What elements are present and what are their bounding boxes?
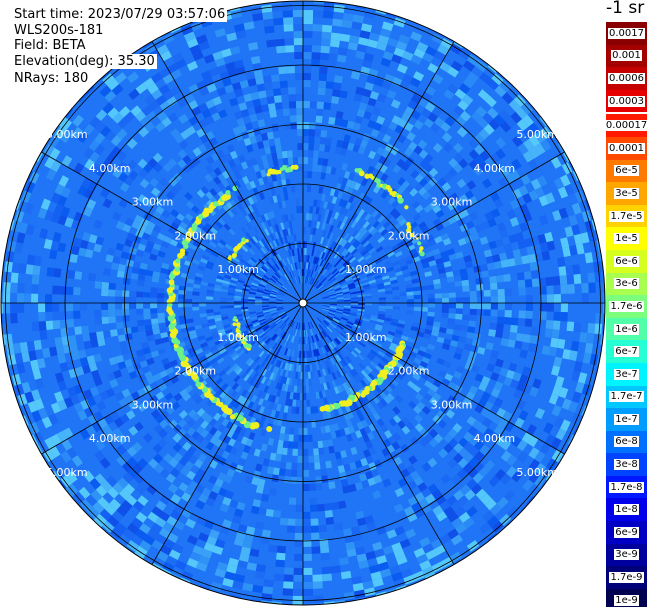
- colorbar-swatch: 1e-7: [606, 408, 647, 431]
- range-label: 3.00km: [132, 196, 174, 209]
- colorbar-tick-label: 1e-8: [614, 504, 639, 516]
- range-label: 5.00km: [516, 466, 558, 479]
- range-label: 5.00km: [516, 128, 558, 141]
- range-label: 2.00km: [388, 229, 430, 242]
- colorbar-swatch: 3e-7: [606, 362, 647, 386]
- colorbar-tick-label: 6e-8: [614, 436, 639, 448]
- colorbar-swatch: 1.7e-8: [606, 475, 647, 499]
- colorbar-swatch: 1e-9: [606, 588, 647, 607]
- colorbar-swatch: 0.0006: [606, 67, 647, 90]
- colorbar-tick-label: 1.7e-9: [609, 572, 644, 584]
- range-label: 1.00km: [217, 263, 259, 276]
- colorbar-tick-label: 1e-7: [614, 413, 639, 425]
- colorbar-swatch: 0.0001: [606, 136, 647, 160]
- colorbar-swatch: 1.7e-9: [606, 566, 647, 589]
- colorbar-tick-label: 1e-5: [614, 233, 639, 245]
- colorbar-swatch: 6e-5: [606, 159, 647, 183]
- elevation-label: Elevation(deg): 35.30: [12, 54, 157, 69]
- field-label: Field: BETA: [12, 38, 88, 53]
- colorbar-tick-label: 1e-6: [614, 323, 639, 335]
- colorbar-swatch: 1e-6: [606, 317, 647, 341]
- range-label: 1.00km: [345, 331, 387, 344]
- colorbar-tick-label: 0.00017: [604, 120, 647, 132]
- colorbar-swatch: 1.7e-5: [606, 204, 647, 228]
- colorbar-swatch: 6e-9: [606, 521, 647, 544]
- nrays-label: NRays: 180: [12, 71, 91, 86]
- colorbar-tick-label: 3e-6: [614, 278, 639, 290]
- colorbar-tick-label: 0.0006: [608, 72, 645, 84]
- range-label: 5.00km: [46, 466, 88, 479]
- colorbar-swatch: 1e-5: [606, 227, 647, 250]
- colorbar-swatch: 1e-8: [606, 498, 647, 522]
- range-label: 2.00km: [388, 365, 430, 378]
- range-label: 4.00km: [89, 162, 131, 175]
- range-label: 3.00km: [132, 398, 174, 411]
- instrument-label: WLS200s-181: [12, 23, 106, 38]
- colorbar-tick-label: 3e-8: [614, 459, 639, 471]
- colorbar-tick-label: 3e-9: [614, 549, 639, 561]
- colorbar-swatch: 1.7e-7: [606, 385, 647, 409]
- colorbar-tick-label: 0.0017: [608, 27, 645, 39]
- colorbar-tick-label: 6e-7: [614, 346, 639, 358]
- colorbar-tick-label: 3e-5: [614, 187, 639, 199]
- colorbar-tick-label: 1.7e-6: [609, 300, 644, 312]
- colorbar-swatch: 0.00017: [604, 114, 647, 137]
- aerosol-layer: [166, 164, 425, 432]
- colorbar-unit-label: -1 sr: [606, 0, 645, 18]
- colorbar-tick-label: 1.7e-5: [609, 210, 644, 222]
- range-label: 4.00km: [474, 162, 516, 175]
- range-label: 5.00km: [46, 128, 88, 141]
- colorbar-tick-label: 6e-6: [614, 255, 639, 267]
- range-label: 2.00km: [175, 365, 217, 378]
- colorbar-swatch: 3e-9: [606, 543, 647, 567]
- colorbar-tick-label: 6e-9: [614, 526, 639, 538]
- colorbar-swatch: 3e-8: [606, 453, 647, 476]
- colorbar-tick-label: 0.0001: [608, 142, 645, 154]
- colorbar-swatch: 3e-6: [606, 272, 647, 296]
- colorbar-tick-label: 3e-7: [614, 368, 639, 380]
- colorbar-swatch: 6e-7: [606, 340, 647, 363]
- range-label: 4.00km: [474, 432, 516, 445]
- colorbar-swatch: 3e-5: [606, 182, 647, 205]
- colorbar-tick-label: 6e-5: [614, 165, 639, 177]
- colorbar-tick-label: 1e-9: [614, 594, 639, 606]
- colorbar-swatch: 0.0003: [606, 89, 647, 113]
- range-label: 3.00km: [431, 398, 473, 411]
- start-time-label: Start time: 2023/07/29 03:57:06: [12, 7, 228, 22]
- range-label: 1.00km: [345, 263, 387, 276]
- range-label: 4.00km: [89, 432, 131, 445]
- range-label: 1.00km: [217, 331, 259, 344]
- colorbar-swatch: 1.7e-6: [606, 295, 647, 318]
- colorbar-tick-label: 0.001: [611, 50, 642, 62]
- colorbar-tick-label: 1.7e-7: [609, 391, 644, 403]
- colorbar-swatch: 0.0017: [606, 22, 647, 45]
- range-label: 3.00km: [431, 196, 473, 209]
- colorbar: 0.0017 0.001 0.0006 0.0003 0.00017 0.0001 6e-5…: [604, 22, 647, 607]
- radar-center: [298, 298, 308, 308]
- range-label: 2.00km: [175, 229, 217, 242]
- colorbar-swatch: 6e-6: [606, 249, 647, 273]
- colorbar-tick-label: 0.0003: [608, 95, 645, 107]
- colorbar-swatch: 0.001: [606, 44, 647, 68]
- colorbar-tick-label: 1.7e-8: [609, 481, 644, 493]
- colorbar-swatch: 6e-8: [606, 430, 647, 454]
